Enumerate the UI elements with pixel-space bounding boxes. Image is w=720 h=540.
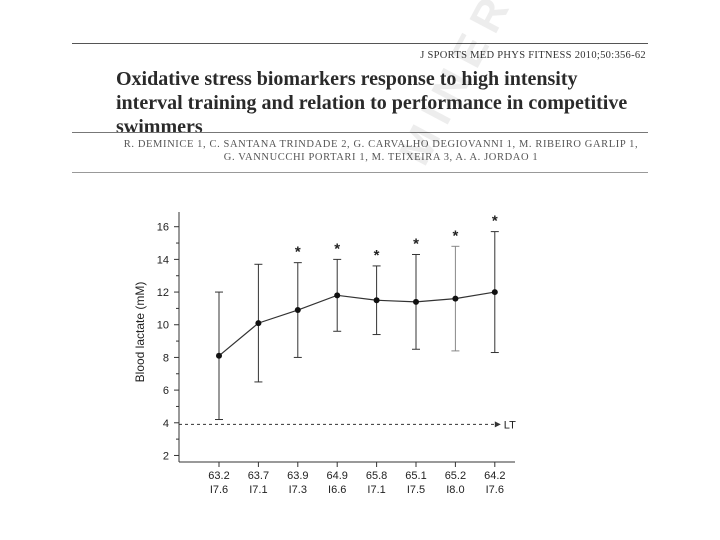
- y-tick-label: 12: [157, 287, 169, 299]
- data-point: [413, 298, 419, 305]
- y-tick-label: 14: [157, 254, 169, 266]
- x-category-label-bottom: I7.6: [210, 484, 228, 496]
- x-category-label-bottom: I7.6: [486, 484, 504, 496]
- x-category-label-top: 65.2: [445, 470, 466, 482]
- data-point: [216, 352, 222, 359]
- x-category-label-top: 65.1: [405, 470, 426, 482]
- significance-star: *: [334, 240, 340, 257]
- x-category-label-top: 63.2: [208, 470, 229, 482]
- x-category-label-top: 65.8: [366, 470, 387, 482]
- lactate-threshold-label: LT: [504, 419, 516, 431]
- y-tick-label: 4: [163, 418, 169, 430]
- authors-line-2: G. VANNUCCHI PORTARI 1, M. TEIXEIRA 3, A…: [223, 152, 539, 163]
- data-point: [373, 297, 380, 304]
- x-category-label-top: 64.9: [326, 470, 347, 482]
- x-category-label-top: 63.9: [287, 470, 308, 482]
- x-category-label-bottom: I8.0: [446, 484, 464, 496]
- title-divider: [72, 132, 648, 133]
- data-point: [334, 292, 341, 299]
- journal-reference: J SPORTS MED PHYS FITNESS 2010;50:356-62: [420, 50, 646, 61]
- significance-star: *: [492, 213, 498, 230]
- y-tick-label: 2: [163, 450, 169, 462]
- y-axis-title: Blood lactate (mM): [133, 282, 147, 383]
- header-top-rule: [72, 43, 648, 44]
- significance-star: *: [374, 247, 380, 264]
- x-category-label-bottom: I7.1: [367, 484, 385, 496]
- authors-line-1: R. DEMINICE 1, C. SANTANA TRINDADE 2, G.…: [123, 139, 639, 150]
- header-bottom-rule: [72, 172, 648, 173]
- y-tick-label: 6: [163, 385, 169, 397]
- data-point: [452, 295, 459, 302]
- significance-star: *: [295, 244, 301, 261]
- significance-star: *: [452, 227, 458, 244]
- x-category-label-top: 64.2: [484, 470, 505, 482]
- author-list: R. DEMINICE 1, C. SANTANA TRINDADE 2, G.…: [118, 138, 644, 164]
- lactate-threshold-arrow: [494, 421, 501, 428]
- x-category-label-bottom: I7.3: [289, 484, 307, 496]
- x-category-label-top: 63.7: [248, 470, 269, 482]
- data-point: [294, 307, 301, 314]
- data-point: [491, 289, 498, 296]
- x-category-label-bottom: I7.1: [249, 484, 267, 496]
- x-category-label-bottom: I6.6: [328, 484, 346, 496]
- significance-star: *: [413, 235, 419, 252]
- x-category-label-bottom: I7.5: [407, 484, 425, 496]
- y-tick-label: 10: [157, 320, 169, 332]
- data-point: [255, 320, 262, 327]
- y-tick-label: 8: [163, 352, 169, 364]
- plot-area: 2 4 6 8 10 12 14 16 63.2 I7.6 63.7 I7.1 63.9 I7.3 64.9…: [157, 212, 516, 496]
- series-line: [218, 291, 495, 357]
- paper-header: J SPORTS MED PHYS FITNESS 2010;50:356-62…: [72, 40, 648, 180]
- y-tick-label: 16: [157, 222, 169, 234]
